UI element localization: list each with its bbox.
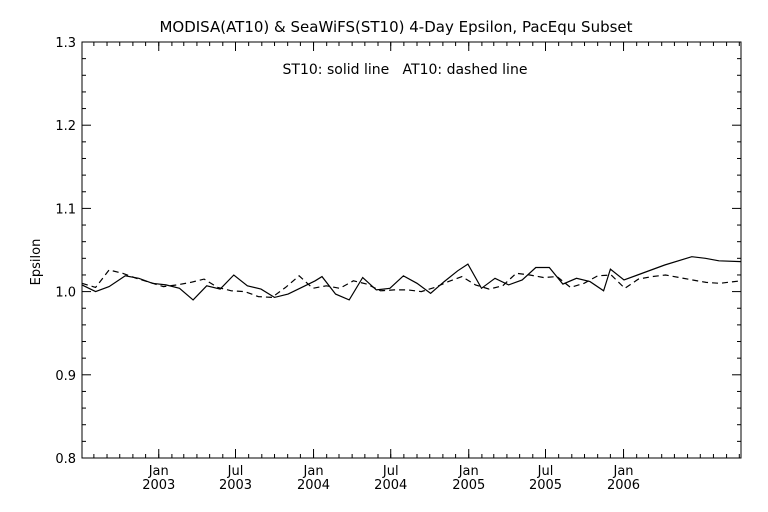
x-tick-year-label: 2006	[607, 478, 640, 493]
x-tick-month-label: Jul	[382, 464, 399, 479]
series-layer	[81, 256, 742, 301]
x-tick-month-label: Jul	[227, 464, 244, 479]
series-line-st10	[81, 256, 742, 301]
y-tick-label: 1.0	[55, 286, 76, 301]
y-tick-label: 1.3	[55, 36, 76, 51]
line-style-annotation: ST10: solid line AT10: dashed line	[283, 62, 528, 78]
x-tick-year-label: 2005	[452, 478, 485, 493]
x-axis: Jan2003Jul2003Jan2004Jul2004Jan2005Jul20…	[93, 42, 740, 493]
y-axis: 0.8 0.9 1.0 1.1 1.2 1.3	[55, 36, 741, 467]
y-tick-label: 1.1	[55, 202, 76, 217]
y-tick-label: 0.8	[55, 452, 76, 467]
series-line-at10	[81, 269, 742, 299]
x-tick-month-label: Jan	[148, 464, 169, 479]
x-tick-year-label: 2003	[219, 478, 252, 493]
chart-title: MODISA(AT10) & SeaWiFS(ST10) 4-Day Epsil…	[159, 18, 632, 36]
x-tick-year-label: 2004	[297, 478, 330, 493]
x-tick-month-label: Jan	[613, 464, 634, 479]
y-tick-label: 0.9	[55, 369, 76, 384]
x-tick-year-label: 2004	[374, 478, 407, 493]
y-axis-label: Epsilon	[29, 239, 44, 286]
x-tick-year-label: 2005	[529, 478, 562, 493]
x-tick-month-label: Jan	[303, 464, 324, 479]
plot-frame	[81, 41, 742, 459]
x-tick-year-label: 2003	[142, 478, 175, 493]
x-tick-month-label: Jul	[537, 464, 554, 479]
x-tick-month-label: Jan	[458, 464, 479, 479]
y-tick-label: 1.2	[55, 119, 76, 134]
